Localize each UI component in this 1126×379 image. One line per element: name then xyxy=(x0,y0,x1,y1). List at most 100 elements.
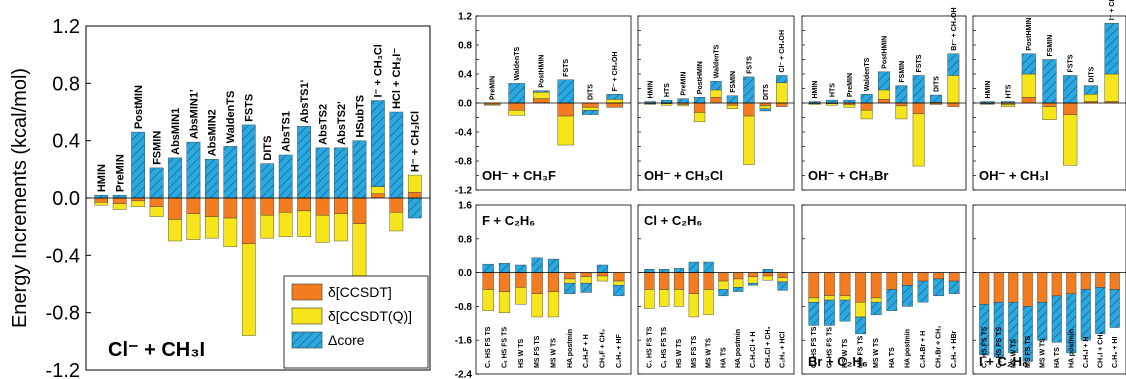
bar-segment xyxy=(1042,59,1057,104)
bar-label: MS FS TS xyxy=(858,335,865,368)
bar-segment xyxy=(743,76,755,104)
bar-segment xyxy=(659,272,670,290)
bar-segment xyxy=(895,105,908,120)
bar-segment xyxy=(596,264,609,273)
bar-segment xyxy=(843,104,856,108)
reaction-label: OH⁻ + CH₃Cl xyxy=(644,168,723,183)
bar-segment xyxy=(860,110,873,120)
bar-segment xyxy=(718,280,729,290)
bar-segment xyxy=(824,295,835,301)
bar-label: FSTS xyxy=(563,59,570,77)
bar-segment xyxy=(947,75,960,104)
bar-segment xyxy=(855,272,866,303)
panel-frame xyxy=(475,204,632,375)
bar-segment xyxy=(718,272,729,282)
bar-segment xyxy=(762,272,773,277)
bar-segment xyxy=(870,272,882,299)
y-tick-label: -0.8 xyxy=(455,157,473,168)
bar-segment xyxy=(886,272,898,290)
legend-label: δ[CCSDT(Q)] xyxy=(328,308,412,324)
bar-segment xyxy=(673,289,685,307)
bar-segment xyxy=(1037,272,1048,303)
bar-segment xyxy=(1109,289,1120,328)
bar-segment xyxy=(297,126,311,199)
bar-label: HMIN xyxy=(985,81,992,99)
bar-segment xyxy=(808,272,820,299)
y-tick-label: 1.2 xyxy=(52,16,80,38)
bar-segment xyxy=(482,272,494,290)
bar-segment xyxy=(168,157,182,199)
bar-label: FSTS xyxy=(916,54,923,72)
bar-segment xyxy=(1001,104,1016,107)
legend-swatch xyxy=(291,331,323,349)
bar-segment xyxy=(1022,306,1033,362)
y-tick-label: 0.0 xyxy=(52,188,80,210)
bar-segment xyxy=(1104,73,1119,102)
bar-label: MS W TS xyxy=(873,338,880,368)
bar-segment xyxy=(557,102,575,117)
bar-segment xyxy=(759,105,771,110)
bar-label: PreMIN xyxy=(847,73,854,97)
bar-segment xyxy=(933,278,944,297)
panel-frame xyxy=(637,204,795,375)
bar-label: HTS xyxy=(664,83,671,97)
bar-segment xyxy=(979,304,990,356)
bar-label: CH₃F + CH₃ xyxy=(600,329,607,368)
bar-segment xyxy=(902,272,913,286)
bar-segment xyxy=(688,272,699,294)
bar-label: Cₛ HS FS TS xyxy=(661,327,668,368)
bar-segment xyxy=(498,272,511,292)
bar-segment xyxy=(482,289,494,311)
bar-segment xyxy=(824,272,835,297)
bar-segment xyxy=(532,98,550,104)
bar-segment xyxy=(94,202,109,206)
bar-segment xyxy=(710,81,722,91)
bar-label: MS FS TS xyxy=(534,335,541,368)
bar-segment xyxy=(776,82,788,104)
bar-segment xyxy=(531,257,543,273)
bar-segment xyxy=(205,197,219,217)
bar-segment xyxy=(278,212,293,237)
bar-segment xyxy=(168,219,182,242)
bar-label: DITS xyxy=(262,136,274,161)
bar-label: WaldenTS xyxy=(713,44,720,78)
bar-label: DITS xyxy=(763,84,770,100)
bar-segment xyxy=(1109,272,1120,290)
bar-segment xyxy=(710,96,722,104)
reaction-label: F + C₂H₆ xyxy=(482,213,535,228)
bar-segment xyxy=(389,197,404,213)
bar-segment xyxy=(564,282,576,294)
bar-segment xyxy=(947,102,960,107)
bar-segment xyxy=(677,98,689,104)
bar-segment xyxy=(948,280,960,294)
bar-segment xyxy=(776,75,788,83)
bar-segment xyxy=(703,272,714,290)
bar-segment xyxy=(1021,73,1036,98)
bar-segment xyxy=(824,299,835,326)
bar-segment xyxy=(777,272,788,278)
bar-segment xyxy=(515,287,527,305)
bar-segment xyxy=(776,102,788,107)
bar-segment xyxy=(826,99,838,104)
y-tick-label: -0.4 xyxy=(455,128,473,139)
reaction-label: Br + C₂H₆ xyxy=(808,354,868,369)
y-tick-label: -0.8 xyxy=(46,303,80,325)
bar-segment xyxy=(839,299,851,322)
bar-label: MS W TS xyxy=(1039,338,1046,368)
bar-segment xyxy=(1066,272,1077,294)
bar-label: AbsMIN1' xyxy=(188,89,200,139)
bar-segment xyxy=(371,186,385,194)
bar-segment xyxy=(407,174,422,193)
bar-segment xyxy=(1008,301,1019,354)
bar-segment xyxy=(703,261,714,273)
bar-label: AbsTS1 xyxy=(281,111,293,152)
bar-segment xyxy=(371,193,385,199)
y-tick-label: -1.2 xyxy=(455,186,473,197)
bar-segment xyxy=(703,289,714,316)
bar-segment xyxy=(482,263,494,273)
bar-label: AbsMIN2 xyxy=(207,109,219,156)
bar-segment xyxy=(1008,272,1019,303)
bar-segment xyxy=(547,258,560,273)
bar-label: F⁻ + CH₃OH xyxy=(612,52,619,92)
